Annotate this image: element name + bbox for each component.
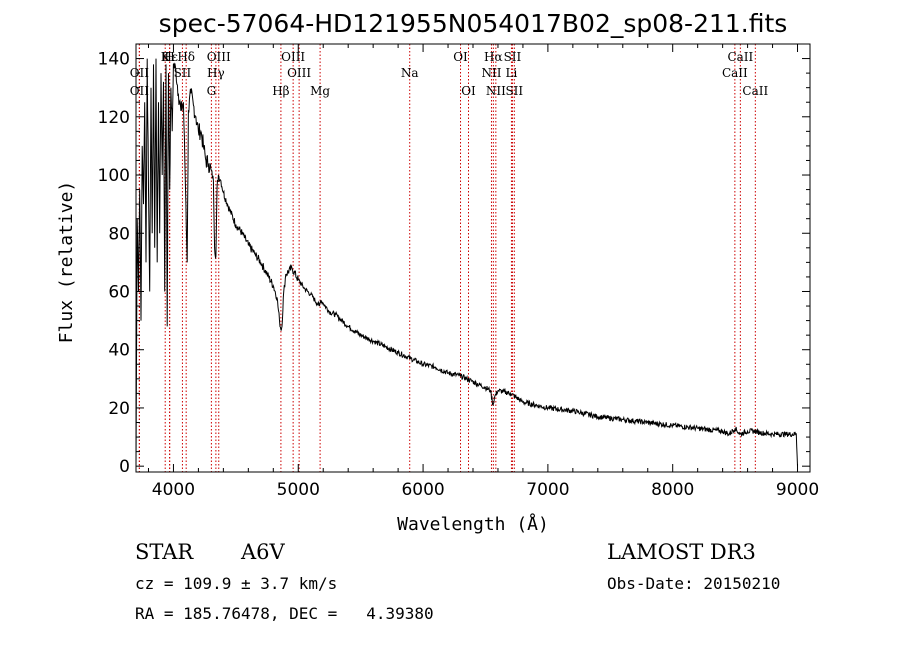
- emission-line-label: OIII: [287, 66, 311, 80]
- emission-line-label: OI: [453, 50, 468, 64]
- emission-line-label: Hα: [484, 50, 503, 64]
- x-axis-ticks: 4000 5000 6000 7000 8000 9000: [147, 44, 819, 500]
- emission-line-label: Hδ: [177, 50, 195, 64]
- emission-line-label: OI: [461, 84, 476, 98]
- emission-line-label: SII: [504, 50, 522, 64]
- y-tick-label: 60: [108, 282, 130, 302]
- emission-line-label: NII: [481, 66, 501, 80]
- y-tick-label: 40: [108, 341, 130, 361]
- emission-line-label: OII: [130, 84, 150, 98]
- x-tick-label: 6000: [401, 480, 444, 500]
- y-tick-label: 100: [98, 166, 130, 186]
- y-tick-label: 140: [98, 50, 130, 70]
- x-tick-label: 7000: [526, 480, 569, 500]
- observation-date: Obs-Date: 20150210: [607, 574, 780, 593]
- x-tick-label: 5000: [277, 480, 320, 500]
- emission-line-label: CaII: [722, 66, 748, 80]
- emission-line-markers: [138, 44, 756, 472]
- emission-line-label: CaII: [727, 50, 753, 64]
- y-tick-label: 20: [108, 399, 130, 419]
- x-tick-label: 8000: [651, 480, 694, 500]
- emission-line-label: Na: [401, 66, 419, 80]
- plot-frame: [135, 43, 811, 473]
- coordinates: RA = 185.76478, DEC = 4.39380: [135, 604, 434, 623]
- y-axis-ticks: 0 20 40 60 80 100 120 140: [98, 50, 810, 477]
- emission-line-label: Mg: [310, 84, 330, 98]
- emission-line-label: Hβ: [272, 84, 289, 98]
- emission-line-label: OIII: [207, 50, 231, 64]
- emission-line-label: H: [164, 50, 174, 64]
- object-subclass: A6V: [240, 540, 286, 564]
- y-axis-label: Flux (relative): [56, 181, 77, 344]
- emission-line-label: Li: [506, 66, 518, 80]
- emission-line-label: G: [207, 84, 217, 98]
- y-tick-label: 120: [98, 108, 130, 128]
- y-tick-label: 80: [108, 224, 130, 244]
- emission-line-label: NII: [486, 84, 506, 98]
- emission-line-label: Hε: [161, 50, 178, 64]
- x-tick-label: 9000: [776, 480, 819, 500]
- survey-name: LAMOST DR3: [607, 540, 756, 564]
- emission-line-label: K: [161, 50, 171, 64]
- x-tick-label: 4000: [152, 480, 195, 500]
- object-class: STAR: [135, 540, 194, 564]
- emission-line-label: SII: [174, 66, 192, 80]
- y-tick-label: 0: [119, 457, 130, 477]
- emission-line-label: OIII: [281, 50, 305, 64]
- emission-line-label: CaII: [742, 84, 768, 98]
- emission-line-label: Hγ: [207, 66, 225, 80]
- emission-line-label: SII: [505, 84, 523, 98]
- x-axis-label: Wavelength (Å): [397, 513, 549, 535]
- spectrum-line: [135, 58, 798, 467]
- chart-title: spec-57064-HD121955N054017B02_sp08-211.f…: [159, 9, 788, 38]
- redshift-velocity: cz = 109.9 ± 3.7 km/s: [135, 574, 337, 593]
